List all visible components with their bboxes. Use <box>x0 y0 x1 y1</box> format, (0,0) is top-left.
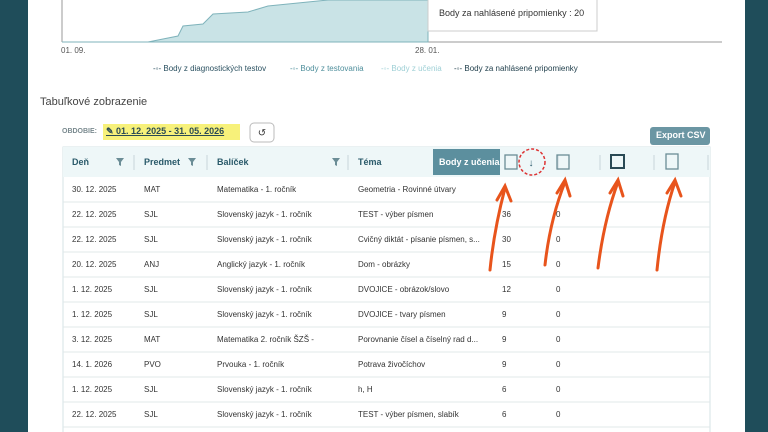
column-header[interactable]: Deň <box>72 157 90 167</box>
decor: ↓ ↺ <box>61 0 722 432</box>
x-label: 28. 01. <box>415 46 440 55</box>
content-panel: ↓ ↺ Body za nahlásené pripomienky : 20 0… <box>28 0 745 432</box>
table-cell: Porovnanie čísel a číselný rad d... <box>358 335 479 344</box>
table-cell: TEST - výber písmen, slabík <box>358 410 459 419</box>
section-title: Tabuľkové zobrazenie <box>40 96 148 108</box>
table-cell: SJL <box>144 235 158 244</box>
table-cell: Slovenský jazyk - 1. ročník <box>217 235 312 244</box>
table-cell: Slovenský jazyk - 1. ročník <box>217 210 312 219</box>
table-cell: 22. 12. 2025 <box>72 410 117 419</box>
table-cell: TEST - výber písmen <box>358 210 434 219</box>
table-cell: SJL <box>144 410 158 419</box>
table-cell: Slovenský jazyk - 1. ročník <box>217 310 312 319</box>
date-range[interactable]: ✎ 01. 12. 2025 - 31. 05. 2026 <box>106 126 225 136</box>
column-header[interactable]: Predmet <box>144 157 181 167</box>
table-cell: 14. 1. 2026 <box>72 360 113 369</box>
table-cell: Cvičný diktát - písanie písmen, s... <box>358 235 480 244</box>
column-header[interactable]: Téma <box>358 157 382 167</box>
table-cell: 0 <box>556 310 561 319</box>
tooltip: Body za nahlásené pripomienky : 20 <box>439 8 585 18</box>
legend-item[interactable]: -◦- Body z diagnostických testov <box>153 64 267 73</box>
table-cell: 20. 12. 2025 <box>72 260 117 269</box>
table-cell: SJL <box>144 285 158 294</box>
export-button[interactable] <box>650 127 710 145</box>
table-cell: 1. 12. 2025 <box>72 285 113 294</box>
table-cell: Dom - obrázky <box>358 260 411 269</box>
legend-label: Body z učenia <box>391 64 442 73</box>
table-cell: Geometria - Rovinné útvary <box>358 185 456 194</box>
table-cell: 6 <box>502 385 507 394</box>
table-cell: DVOJICE - obrázok/slovo <box>358 285 450 294</box>
table-cell: 30. 12. 2025 <box>72 185 117 194</box>
date-range-text: 01. 12. 2025 - 31. 05. 2026 <box>116 126 225 136</box>
table-cell: ANJ <box>144 260 160 269</box>
table-cell: 0 <box>556 360 561 369</box>
table-cell: 0 <box>556 260 561 269</box>
table-cell: 36 <box>502 210 511 219</box>
sort-icon: ↓ <box>529 158 534 169</box>
legend-item[interactable]: -◦- Body za nahlásené pripomienky <box>454 64 578 73</box>
active-header <box>433 149 500 175</box>
table-cell: 0 <box>556 410 561 419</box>
table-cell: Slovenský jazyk - 1. ročník <box>217 410 312 419</box>
column-header[interactable]: Balíček <box>217 157 249 167</box>
table-cell: Matematika - 1. ročník <box>217 185 297 194</box>
table-cell: 12 <box>502 285 511 294</box>
table-cell: 9 <box>502 360 507 369</box>
table-cell: Potrava živočíchov <box>358 360 426 369</box>
filter-label: OBDOBIE: <box>62 128 97 135</box>
table-cell: Slovenský jazyk - 1. ročník <box>217 285 312 294</box>
svg-text:↺: ↺ <box>258 128 266 139</box>
legend-item[interactable]: -◦- Body z učenia <box>381 64 442 73</box>
table-cell: 0 <box>556 285 561 294</box>
highlight-circle <box>518 148 546 176</box>
table-cell: 6 <box>502 410 507 419</box>
table-cell: 9 <box>502 335 507 344</box>
table-cell: Anglický jazyk - 1. ročník <box>217 260 306 269</box>
export-label: Export CSV <box>656 130 706 140</box>
table-cell: DVOJICE - tvary písmen <box>358 310 446 319</box>
reset-button[interactable] <box>249 122 275 143</box>
table-cell: 9 <box>502 310 507 319</box>
area <box>62 0 429 43</box>
table-cell: 3. 12. 2025 <box>72 335 113 344</box>
table-cell: 0 <box>556 235 561 244</box>
table-cell: Matematika 2. ročník ŠZŠ - <box>217 335 314 344</box>
table-cell: 22. 12. 2025 <box>72 235 117 244</box>
table-cell: Prvouka - 1. ročník <box>217 360 285 369</box>
column-header[interactable]: Body z učenia <box>439 157 500 167</box>
table-cell: 1. 12. 2025 <box>72 310 113 319</box>
table-cell: h, H <box>358 385 373 394</box>
table-cell: 1. 12. 2025 <box>72 385 113 394</box>
table-cell: MAT <box>144 335 161 344</box>
table-cell: SJL <box>144 210 158 219</box>
legend-label: Body z diagnostických testov <box>163 64 267 73</box>
legend-label: Body z testovania <box>300 64 364 73</box>
table-cell: MAT <box>144 185 161 194</box>
table-box <box>62 146 711 432</box>
table-cell: Slovenský jazyk - 1. ročník <box>217 385 312 394</box>
date-highlight <box>103 124 240 140</box>
table-cell: 15 <box>502 260 511 269</box>
table-header <box>63 147 710 177</box>
table-cell: 0 <box>556 210 561 219</box>
table-cell: 30 <box>502 235 511 244</box>
x-label: 01. 09. <box>61 46 86 55</box>
table-cell: 0 <box>556 385 561 394</box>
legend-item[interactable]: -◦- Body z testovania <box>290 64 364 73</box>
table-cell: 0 <box>556 335 561 344</box>
table-cell: PVO <box>144 360 161 369</box>
legend-label: Body za nahlásené pripomienky <box>464 64 578 73</box>
table-cell: SJL <box>144 385 158 394</box>
tooltip-box <box>427 0 598 32</box>
table-cell: 22. 12. 2025 <box>72 210 117 219</box>
table-cell: SJL <box>144 310 158 319</box>
